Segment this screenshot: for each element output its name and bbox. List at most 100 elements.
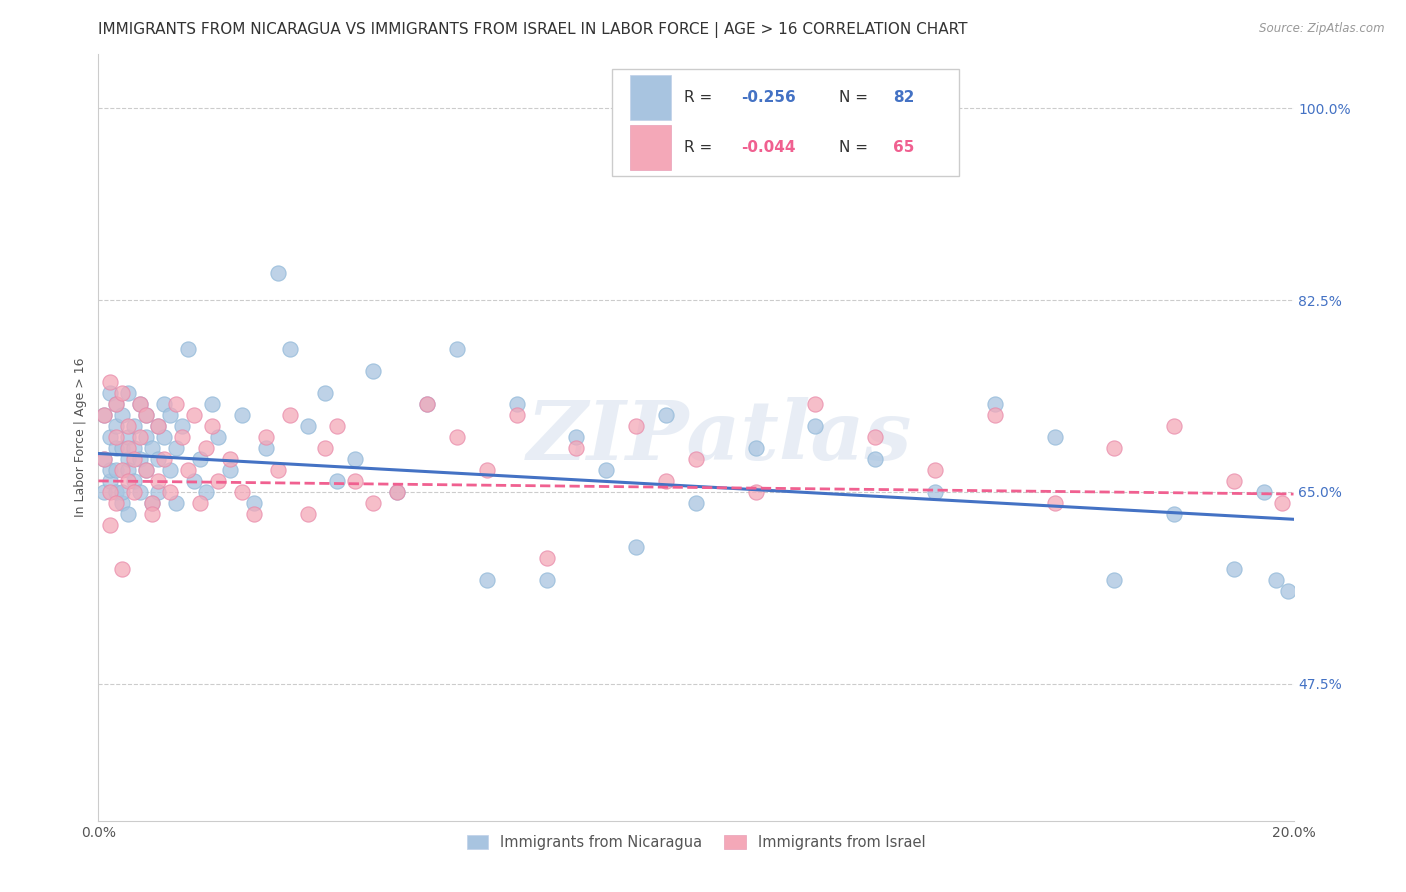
Text: Source: ZipAtlas.com: Source: ZipAtlas.com — [1260, 22, 1385, 36]
Point — [565, 430, 588, 444]
Point — [446, 430, 468, 444]
Point — [297, 507, 319, 521]
Point — [129, 452, 152, 467]
Point — [1253, 484, 1275, 499]
Point — [1163, 507, 1185, 521]
Point — [984, 397, 1007, 411]
Point — [1104, 441, 1126, 455]
Point — [685, 452, 707, 467]
FancyBboxPatch shape — [630, 125, 671, 170]
Point — [267, 266, 290, 280]
Point — [124, 474, 146, 488]
Point — [111, 386, 134, 401]
Point — [416, 397, 439, 411]
FancyBboxPatch shape — [613, 69, 959, 177]
Point — [865, 430, 887, 444]
Text: -0.044: -0.044 — [741, 140, 796, 155]
Point — [135, 408, 157, 422]
Point — [385, 484, 409, 499]
Point — [111, 561, 134, 575]
Point — [207, 474, 229, 488]
Point — [177, 343, 200, 357]
Point — [117, 386, 139, 401]
Point — [98, 376, 122, 390]
Point — [326, 419, 349, 434]
Point — [626, 419, 648, 434]
Point — [745, 441, 768, 455]
Point — [267, 463, 290, 477]
Point — [105, 463, 128, 477]
FancyBboxPatch shape — [630, 75, 671, 120]
Point — [117, 463, 139, 477]
Point — [201, 419, 224, 434]
Point — [159, 408, 181, 422]
Point — [153, 397, 176, 411]
Point — [363, 364, 385, 378]
Point — [124, 452, 146, 467]
Text: R =: R = — [685, 90, 717, 105]
Point — [924, 484, 946, 499]
Point — [655, 408, 678, 422]
Point — [195, 484, 218, 499]
Point — [1104, 573, 1126, 587]
Point — [165, 397, 187, 411]
Point — [105, 397, 128, 411]
Point — [804, 419, 827, 434]
Point — [93, 452, 115, 467]
Point — [148, 474, 170, 488]
Text: 82: 82 — [893, 90, 914, 105]
Point — [188, 496, 211, 510]
Point — [124, 441, 146, 455]
Point — [117, 430, 139, 444]
Point — [685, 496, 707, 510]
Point — [172, 419, 194, 434]
Point — [141, 507, 163, 521]
Point — [254, 430, 277, 444]
Point — [165, 441, 187, 455]
Point — [124, 419, 146, 434]
Point — [984, 408, 1007, 422]
Legend: Immigrants from Nicaragua, Immigrants from Israel: Immigrants from Nicaragua, Immigrants fr… — [461, 829, 931, 855]
Point — [315, 441, 337, 455]
Text: N =: N = — [839, 90, 873, 105]
Point — [93, 452, 115, 467]
Point — [416, 397, 439, 411]
Point — [219, 463, 242, 477]
Point — [93, 484, 115, 499]
Point — [135, 408, 157, 422]
Point — [148, 419, 170, 434]
Point — [595, 463, 617, 477]
Point — [135, 463, 157, 477]
Point — [98, 386, 122, 401]
Point — [1223, 474, 1246, 488]
Point — [1043, 496, 1066, 510]
Point — [111, 463, 134, 477]
Point — [344, 474, 367, 488]
Point — [111, 441, 134, 455]
Point — [135, 463, 157, 477]
Point — [195, 441, 218, 455]
Text: N =: N = — [839, 140, 873, 155]
Text: 65: 65 — [893, 140, 914, 155]
Point — [1043, 430, 1066, 444]
Point — [254, 441, 277, 455]
Point — [165, 496, 187, 510]
Point — [153, 430, 176, 444]
Point — [98, 517, 122, 532]
Point — [141, 496, 163, 510]
Text: ZIPatlas: ZIPatlas — [527, 397, 912, 477]
Text: -0.256: -0.256 — [741, 90, 796, 105]
Point — [148, 452, 170, 467]
Point — [177, 463, 200, 477]
Point — [626, 540, 648, 554]
Point — [1223, 561, 1246, 575]
Point — [475, 573, 498, 587]
Point — [804, 397, 827, 411]
Point — [117, 441, 139, 455]
Point — [326, 474, 349, 488]
Point — [111, 484, 134, 499]
Text: R =: R = — [685, 140, 717, 155]
Point — [207, 430, 229, 444]
Point — [278, 408, 301, 422]
Point — [111, 408, 134, 422]
